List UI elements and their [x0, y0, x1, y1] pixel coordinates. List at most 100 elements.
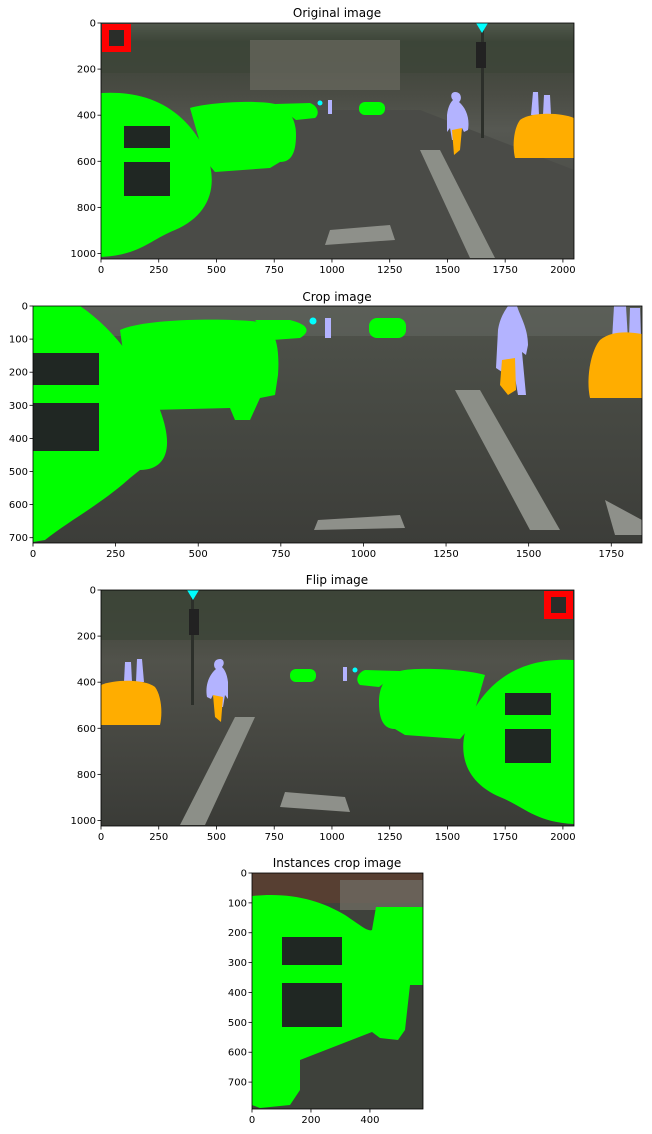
x-tick-label: 500: [189, 549, 208, 560]
y-tick-label: 400: [9, 434, 28, 445]
rider-mask: [452, 128, 462, 155]
rider-mask: [588, 332, 642, 398]
x-tick-label: 2000: [550, 265, 575, 276]
x-tick-label: 0: [249, 1115, 255, 1126]
image-area: [252, 873, 423, 1109]
road-marking: [605, 500, 642, 535]
y-tick-label: 200: [9, 368, 28, 379]
axis-ticks: 0 250 500 750 1000 1250 1500 1750 2000 0 200 400 600…: [71, 19, 576, 277]
traffic-light-mask: [187, 590, 199, 600]
x-tick-label: 1750: [492, 265, 517, 276]
x-tick-label: 1000: [319, 832, 344, 843]
window-patch: [124, 126, 170, 148]
x-tick-label: 1750: [492, 832, 517, 843]
pedestrian-mask: [325, 318, 331, 338]
road-marking: [455, 390, 560, 530]
window-patch: [505, 729, 551, 763]
x-tick-label: 750: [271, 549, 290, 560]
axes-frame: [100, 22, 575, 260]
pedestrian-mask: [543, 95, 551, 115]
road-marking: [280, 792, 350, 812]
road-marking: [420, 150, 495, 258]
panel-title: Instances crop image: [273, 856, 402, 870]
y-tick-label: 600: [9, 500, 28, 511]
road-marking: [314, 515, 405, 530]
road-marking: [180, 717, 255, 825]
window-patch: [505, 693, 551, 715]
x-tick-label: 1500: [435, 265, 460, 276]
car-mask: [290, 669, 316, 682]
traffic-light-housing: [189, 609, 199, 635]
car-mask: [255, 320, 307, 340]
x-tick-label: 750: [265, 265, 284, 276]
window-patch: [33, 403, 99, 451]
rider-mask: [500, 358, 516, 395]
x-tick-label: 250: [149, 832, 168, 843]
x-tick-label: 2000: [550, 832, 575, 843]
car-mask: [369, 318, 406, 338]
y-tick-label: 0: [241, 869, 247, 880]
y-tick-label: 800: [77, 770, 96, 781]
buildings: [250, 40, 400, 90]
pedestrian-mask: [136, 659, 144, 682]
traffic-light-mask: [317, 100, 323, 106]
y-tick-label: 100: [9, 335, 28, 346]
pedestrian-mask: [447, 92, 469, 140]
pedestrian-mask: [496, 306, 528, 395]
x-tick-label: 1000: [319, 265, 344, 276]
y-tick-label: 100: [228, 898, 247, 909]
pedestrian-mask: [531, 92, 539, 115]
rider-mask: [101, 680, 162, 725]
tree-canopy: [101, 590, 574, 640]
y-tick-label: 700: [228, 1078, 247, 1089]
panel-instances-crop: Instances crop image 0 200 400 0 100 200 300 40…: [228, 856, 424, 1127]
car-mask: [120, 319, 279, 420]
y-tick-label: 400: [77, 111, 96, 122]
pedestrian-mask: [612, 306, 628, 340]
panel-crop: Crop image 0 250 500 750 1000 1250 1500 1750 0 10…: [9, 290, 643, 561]
x-tick-label: 0: [30, 549, 36, 560]
y-tick-label: 0: [90, 19, 96, 30]
traffic-light-mask: [352, 667, 358, 673]
panel-title: Original image: [293, 6, 381, 20]
pedestrian-mask: [206, 659, 228, 707]
y-tick-label: 0: [90, 586, 96, 597]
x-tick-label: 500: [207, 832, 226, 843]
pedestrian-mask: [328, 100, 332, 114]
x-tick-label: 750: [265, 832, 284, 843]
x-tick-label: 1750: [599, 549, 624, 560]
x-tick-label: 1500: [516, 549, 541, 560]
x-tick-label: 200: [301, 1115, 320, 1126]
window-patch: [282, 983, 342, 1027]
highlight-box-inner: [109, 30, 124, 46]
axes-frame: [251, 872, 424, 1110]
road-marking: [325, 225, 395, 245]
car-mask: [357, 670, 400, 687]
x-tick-label: 1250: [377, 265, 402, 276]
y-tick-label: 700: [9, 533, 28, 544]
panel-title: Flip image: [306, 573, 368, 587]
y-tick-label: 0: [22, 302, 28, 313]
y-tick-label: 200: [77, 632, 96, 643]
axis-ticks: 0 200 400 0 100 200 300 400 500 600 700: [228, 869, 380, 1127]
y-tick-label: 300: [9, 401, 28, 412]
buildings: [340, 880, 423, 910]
pedestrian-mask: [124, 662, 132, 682]
axis-ticks: 0 250 500 750 1000 1250 1500 1750 0 100 200 300 400 5…: [9, 302, 624, 561]
window-patch: [33, 353, 99, 385]
image-area: [33, 306, 642, 543]
x-tick-label: 500: [207, 265, 226, 276]
rider-mask: [513, 113, 574, 158]
y-tick-label: 500: [228, 1018, 247, 1029]
traffic-light-housing: [476, 42, 486, 68]
y-tick-label: 500: [9, 467, 28, 478]
y-tick-label: 300: [228, 958, 247, 969]
x-tick-label: 1000: [351, 549, 376, 560]
x-tick-label: 0: [98, 265, 104, 276]
pole: [481, 23, 484, 138]
y-tick-label: 200: [228, 928, 247, 939]
rider-mask: [213, 695, 223, 722]
y-tick-label: 1000: [71, 249, 96, 260]
axis-ticks: 0 250 500 750 1000 1250 1500 1750 2000 0 200 400 600…: [71, 586, 576, 844]
window-patch: [282, 937, 342, 965]
